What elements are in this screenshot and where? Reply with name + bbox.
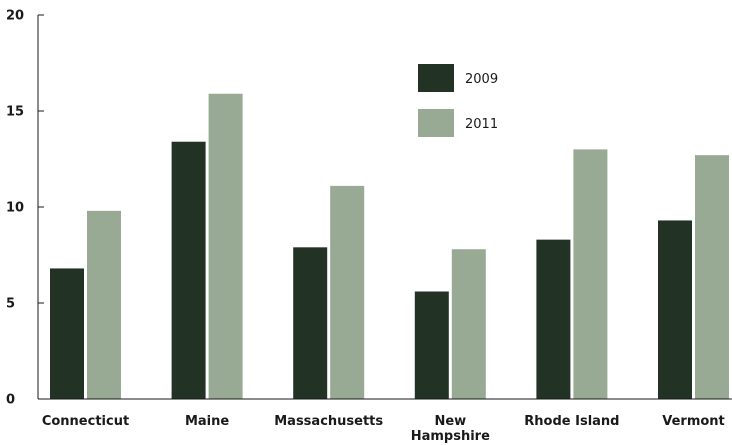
bar-2011 [573,149,608,399]
legend-swatch [418,109,454,137]
bar-group [50,210,121,399]
bar-2009 [171,141,206,399]
x-tick-label-line: Maine [185,414,229,429]
bar-2011 [451,249,486,399]
legend: 2009 2011 [418,64,498,137]
legend-label: 2009 [465,72,498,87]
bar-2009 [293,247,328,399]
legend-label: 2011 [465,117,498,132]
x-tick-label-line: Massachusetts [274,414,383,429]
legend-item: 2009 [418,64,498,92]
y-tick-label: 0 [6,393,15,408]
bar-group [171,93,243,399]
y-tick-label: 10 [6,201,24,216]
bars [50,93,729,399]
bar-group [414,249,486,399]
x-tick-label-line: Rhode Island [524,414,619,429]
bar-2009 [658,220,692,399]
legend-swatch [418,64,454,92]
x-tick-label: Maine [185,414,229,429]
bar-2011 [208,93,243,399]
bar-2009 [50,268,84,399]
x-tick-label: Massachusetts [274,414,383,429]
y-tick-label: 15 [6,105,24,120]
bar-2009 [414,291,449,399]
bar-2011 [87,210,121,399]
x-tick-label-line: Connecticut [42,414,129,429]
x-tick-label-line: Hampshire [411,429,490,444]
bar-group [536,149,608,399]
bar-group [658,155,729,399]
x-tick-label-line: Vermont [662,414,725,429]
x-tick-label: Rhode Island [524,414,619,429]
bar-2011 [695,155,729,399]
x-tick-label: Vermont [662,414,725,429]
y-tick-label: 5 [6,297,15,312]
x-tick-label: Connecticut [42,414,129,429]
legend-item: 2011 [418,109,498,137]
bar-2011 [330,185,365,399]
x-tick-label: New Hampshire [411,414,490,444]
x-tick-label-line: New [434,414,466,429]
y-axis: 0 5 10 15 20 [6,9,44,408]
y-tick-label: 20 [6,9,24,24]
bar-2009 [536,239,571,399]
x-axis: Connecticut Maine Massachusetts New Hampshir… [38,398,732,444]
bar-group [293,185,365,399]
